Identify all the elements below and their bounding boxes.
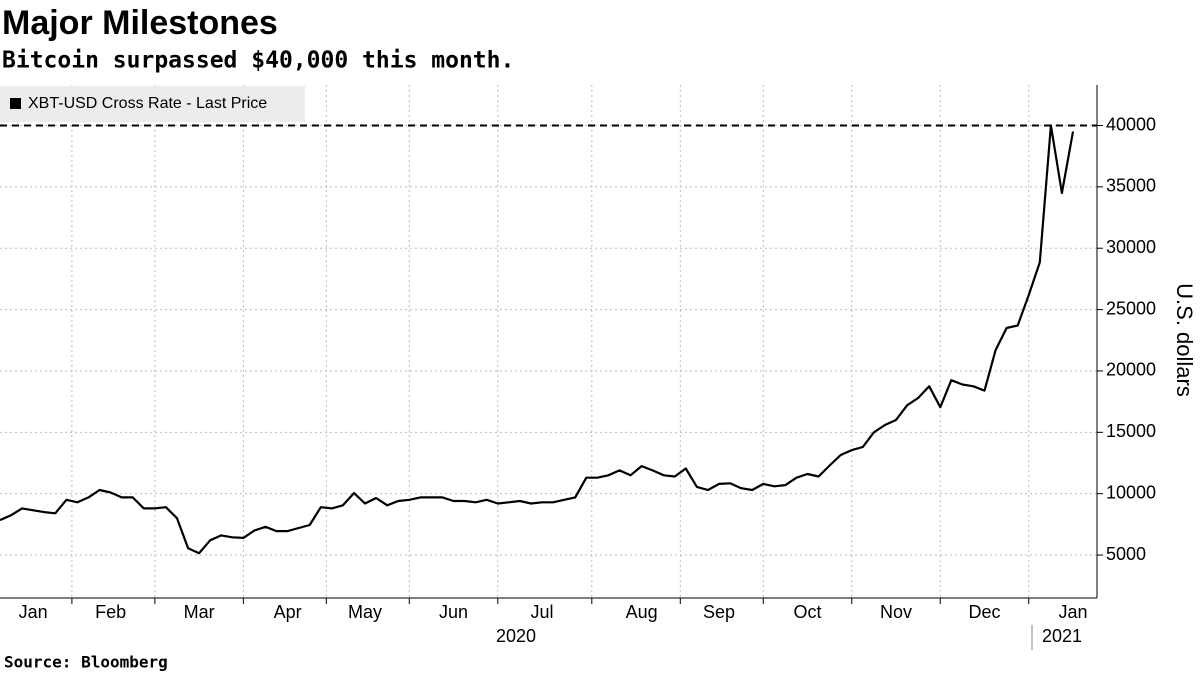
x-tick-label: May	[348, 602, 382, 622]
legend-label: XBT-USD Cross Rate - Last Price	[28, 95, 267, 112]
x-tick-label: Feb	[95, 602, 126, 622]
x-tick-label: Oct	[794, 602, 822, 622]
y-tick-label: 10000	[1106, 482, 1156, 502]
x-tick-label: Nov	[880, 602, 912, 622]
year-label: 2020	[496, 626, 536, 646]
y-tick-label: 30000	[1106, 237, 1156, 257]
x-tick-label: Jun	[439, 602, 468, 622]
x-tick-label: Jan	[19, 602, 48, 622]
y-tick-label: 35000	[1106, 176, 1156, 196]
y-tick-label: 5000	[1106, 544, 1146, 564]
x-tick-label: Sep	[703, 602, 735, 622]
y-axis-label: U.S. dollars	[1172, 283, 1197, 397]
x-tick-label: Mar	[184, 602, 215, 622]
y-tick-label: 25000	[1106, 298, 1156, 318]
legend-swatch	[10, 98, 21, 109]
chart-title: Major Milestones	[2, 4, 278, 42]
y-tick-label: 20000	[1106, 360, 1156, 380]
y-tick-label: 40000	[1106, 114, 1156, 134]
x-tick-label: Jan	[1058, 602, 1087, 622]
legend-box	[0, 86, 305, 122]
year-label: 2021	[1042, 626, 1082, 646]
y-tick-label: 15000	[1106, 421, 1156, 441]
x-tick-label: Jul	[531, 602, 554, 622]
x-tick-label: Apr	[274, 602, 302, 622]
x-tick-label: Dec	[968, 602, 1000, 622]
line	[0, 124, 1075, 555]
source: Source: Bloomberg	[4, 653, 168, 672]
chart-subtitle: Bitcoin surpassed $40,000 this month.	[2, 48, 514, 74]
x-tick-label: Aug	[626, 602, 658, 622]
